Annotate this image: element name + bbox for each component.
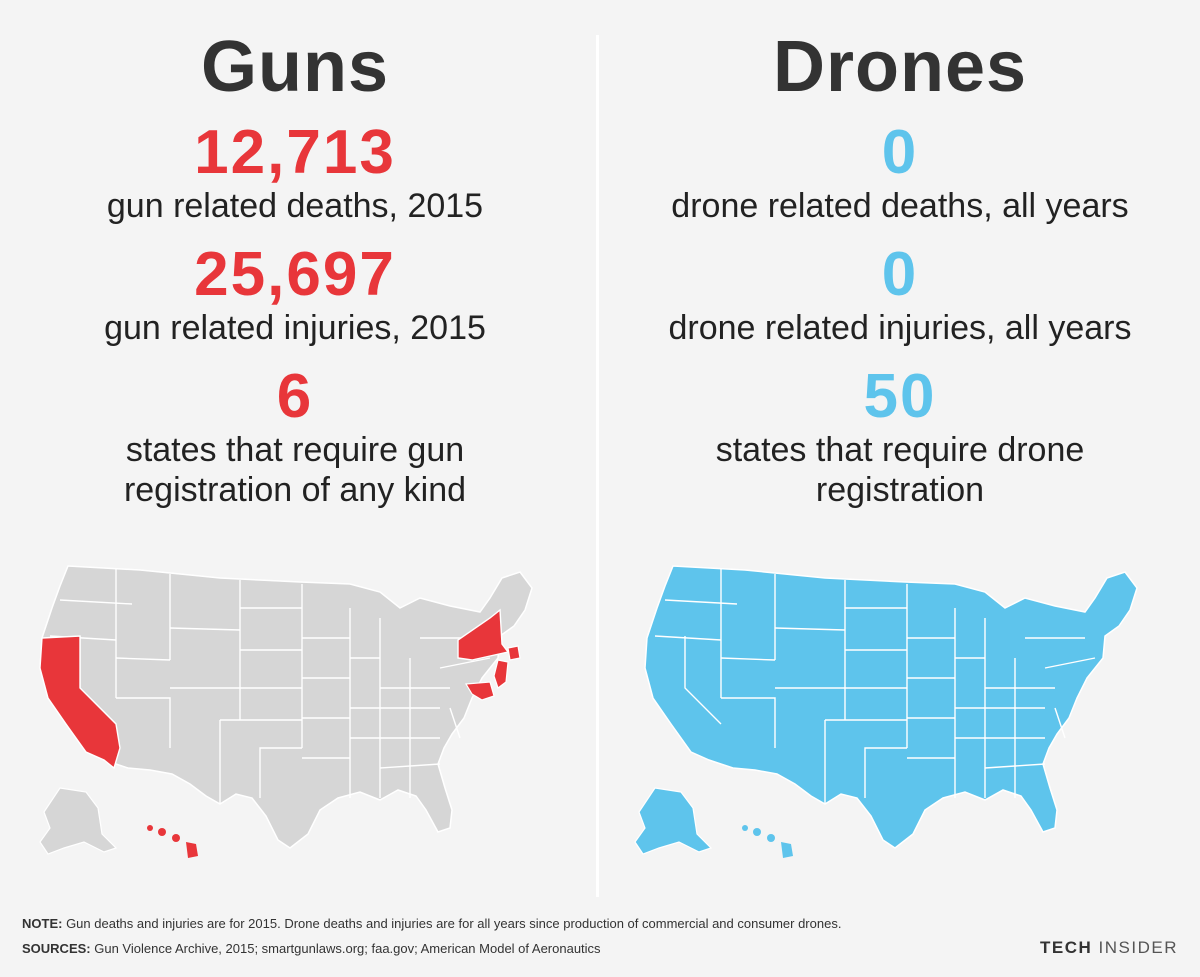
gun-registration-label-line2: registration of any kind (123, 471, 467, 509)
state-california (39, 635, 121, 770)
drone-injuries-value: 0 (881, 240, 919, 309)
drone-deaths-value: 0 (881, 118, 919, 187)
drone-registration-value: 50 (863, 362, 937, 431)
drone-deaths-label: drone related deaths, all years (671, 187, 1129, 225)
center-divider (596, 35, 599, 897)
drones-alaska-hawaii (634, 787, 794, 859)
gun-injuries-label: gun related injuries, 2015 (104, 309, 486, 347)
note-label: NOTE: (22, 916, 63, 931)
sources-text: Gun Violence Archive, 2015; smartgunlaws… (90, 941, 601, 956)
gun-deaths-label: gun related deaths, 2015 (106, 187, 484, 225)
gun-registration-stat: 6 states that require gun registration o… (0, 364, 590, 510)
drones-heading: Drones (772, 27, 1028, 107)
brand-tech: TECH (1040, 938, 1093, 957)
drone-deaths-stat: 0 drone related deaths, all years (605, 120, 1195, 226)
drones-us-map (634, 565, 1138, 859)
gun-deaths-value: 12,713 (194, 118, 396, 187)
sources-line: SOURCES: Gun Violence Archive, 2015; sma… (22, 941, 601, 956)
drones-contiguous-states (644, 565, 1138, 849)
drone-registration-label-line2: registration (815, 471, 985, 509)
guns-heading: Guns (200, 27, 389, 107)
drones-column: Drones 0 drone related deaths, all years… (605, 0, 1195, 510)
state-connecticut (507, 645, 521, 661)
guns-alaska-hawaii (39, 787, 199, 859)
gun-injuries-stat: 25,697 gun related injuries, 2015 (0, 242, 590, 348)
note-text: Gun deaths and injuries are for 2015. Dr… (62, 916, 842, 931)
state-maryland (464, 681, 495, 701)
sources-label: SOURCES: (22, 941, 91, 956)
state-new-jersey (493, 659, 509, 689)
gun-registration-label-line1: states that require gun (125, 431, 465, 469)
brand-insider: INSIDER (1098, 938, 1178, 957)
drone-injuries-stat: 0 drone related injuries, all years (605, 242, 1195, 348)
gun-injuries-value: 25,697 (194, 240, 396, 309)
drone-registration-stat: 50 states that require drone registratio… (605, 364, 1195, 510)
state-new-york (457, 608, 510, 661)
gun-deaths-stat: 12,713 gun related deaths, 2015 (0, 120, 590, 226)
drone-registration-label-line1: states that require drone (715, 431, 1085, 469)
footnote: NOTE: Gun deaths and injuries are for 20… (22, 916, 841, 931)
guns-column: Guns 12,713 gun related deaths, 2015 25,… (0, 0, 590, 510)
guns-contiguous-states (39, 565, 533, 849)
tech-insider-logo: TECH INSIDER (1040, 938, 1178, 958)
guns-us-map (39, 565, 533, 859)
drone-injuries-label: drone related injuries, all years (668, 309, 1132, 347)
gun-registration-value: 6 (276, 362, 314, 431)
